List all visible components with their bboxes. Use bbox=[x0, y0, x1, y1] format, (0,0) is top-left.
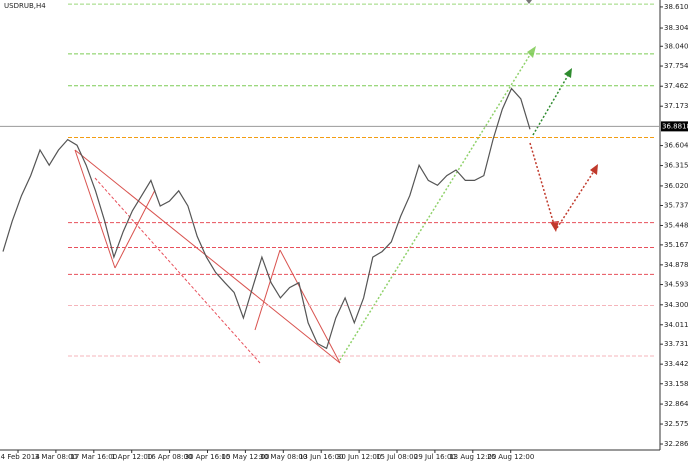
projection-arrow bbox=[532, 71, 571, 136]
x-tick-label: 1 Apr 12:00 bbox=[111, 453, 152, 461]
y-tick-label: 36.6040 bbox=[664, 142, 688, 150]
arrow-head bbox=[590, 164, 598, 175]
y-tick-label: 32.8645 bbox=[664, 400, 688, 408]
x-tick-label: 15 May 12:00 bbox=[221, 453, 269, 461]
y-tick-label: 33.4420 bbox=[664, 360, 688, 368]
x-tick-label: 3 Mar 08:00 bbox=[35, 453, 77, 461]
x-tick-label: 15 Jul 08:00 bbox=[376, 453, 418, 461]
y-tick-label: 38.3045 bbox=[664, 24, 688, 32]
y-tick-label: 37.1735 bbox=[664, 102, 688, 110]
arrow-head bbox=[527, 46, 536, 58]
y-tick-label: 32.5755 bbox=[664, 420, 688, 428]
y-tick-label: 34.8785 bbox=[664, 261, 688, 269]
x-tick-label: 16 Apr 08:00 bbox=[147, 453, 193, 461]
y-tick-label: 36.3150 bbox=[664, 162, 688, 170]
trend-line bbox=[94, 177, 261, 364]
arrow-head bbox=[564, 68, 572, 78]
y-tick-label: 35.4480 bbox=[664, 221, 688, 229]
arrow-head bbox=[550, 221, 559, 232]
x-tick-label: 25 Aug 12:00 bbox=[487, 453, 534, 461]
trend-line bbox=[114, 189, 156, 269]
y-tick-label: 38.0405 bbox=[664, 42, 688, 50]
x-tick-label: 14 Feb 2014 bbox=[0, 453, 40, 461]
x-tick-label: 13 Aug 12:00 bbox=[449, 453, 496, 461]
x-tick-label: 30 Jun 12:00 bbox=[337, 453, 381, 461]
trend-line bbox=[74, 149, 341, 364]
y-tick-label: 35.1675 bbox=[664, 241, 688, 249]
drawings bbox=[74, 0, 598, 364]
y-tick-label: 34.3005 bbox=[664, 301, 688, 309]
y-tick-label: 33.7310 bbox=[664, 340, 688, 348]
trend-line bbox=[254, 249, 281, 331]
trend-line bbox=[279, 249, 341, 364]
price-line-series bbox=[2, 87, 531, 350]
x-tick-label: 29 Jul 16:00 bbox=[414, 453, 456, 461]
x-tick-label: 30 Apr 16:00 bbox=[185, 453, 231, 461]
trend-line bbox=[74, 149, 116, 269]
y-tick-label: 38.6100 bbox=[664, 3, 688, 11]
chart-title: USDRUB,H4 bbox=[4, 2, 46, 10]
y-tick-label: 36.0205 bbox=[664, 182, 688, 190]
y-tick-label: 33.1580 bbox=[664, 380, 688, 388]
y-tick-label: 34.5935 bbox=[664, 281, 688, 289]
price-label: 36.8818 bbox=[662, 122, 688, 130]
price-label-bg bbox=[661, 121, 688, 132]
y-tick-label: 37.4625 bbox=[664, 82, 688, 90]
projection-arrow bbox=[529, 142, 556, 229]
projection-arrow bbox=[339, 49, 534, 361]
x-tick-label: 17 Mar 16:00 bbox=[70, 453, 117, 461]
x-tick-label: 13 Jun 16:00 bbox=[299, 453, 343, 461]
y-tick-label: 37.7545 bbox=[664, 62, 688, 70]
y-tick-label: 34.0115 bbox=[664, 321, 688, 329]
y-tick-label: 32.2865 bbox=[664, 440, 688, 448]
y-tick-label: 35.7370 bbox=[664, 202, 688, 210]
x-tick-label: 30 May 08:00 bbox=[259, 453, 307, 461]
scroll-marker bbox=[526, 0, 532, 4]
